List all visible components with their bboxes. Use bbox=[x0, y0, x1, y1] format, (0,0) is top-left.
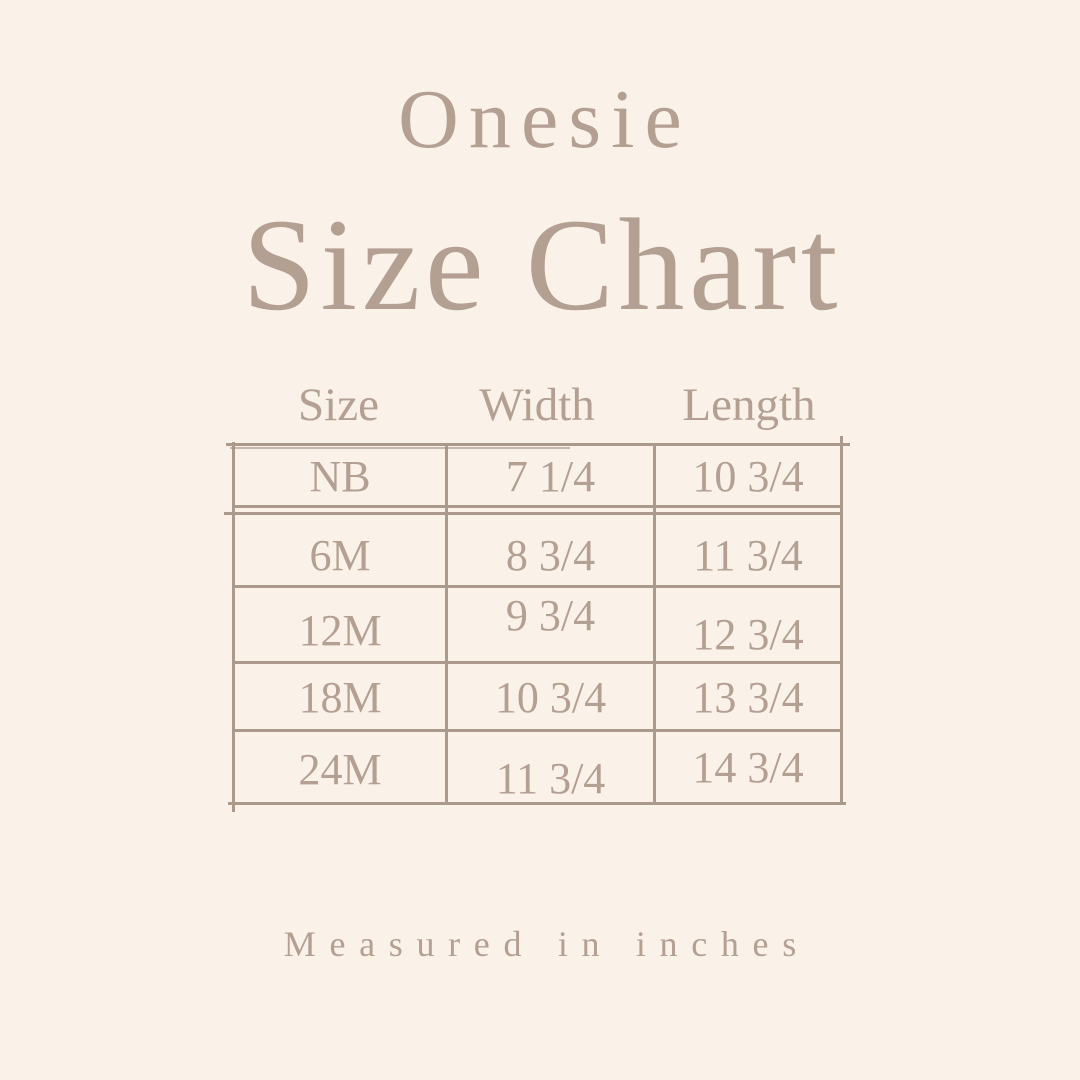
table-column-divider bbox=[445, 443, 448, 805]
page-title: Size Chart bbox=[242, 191, 843, 338]
table-cell-size: 12M bbox=[298, 606, 382, 655]
table-cell-length: 12 3/4 bbox=[692, 610, 804, 659]
column-header-width: Width bbox=[479, 379, 595, 431]
table-border-left bbox=[232, 442, 235, 812]
table-row-divider bbox=[232, 505, 842, 508]
table-cell-width: 8 3/4 bbox=[505, 530, 596, 580]
table-column-headers: Size Width Length bbox=[232, 382, 845, 438]
table-row-divider bbox=[232, 729, 842, 732]
table-cell-width: 9 3/4 bbox=[505, 591, 596, 640]
table-cell-width: 7 1/4 bbox=[505, 452, 596, 501]
size-table: NB 7 1/4 10 3/4 6M 8 3/4 11 3/4 12M 9 3/… bbox=[224, 436, 850, 812]
table-cell-size: 18M bbox=[298, 673, 382, 722]
table-cell-size: 24M bbox=[298, 744, 382, 794]
table-row-divider bbox=[232, 661, 842, 664]
table-border-right bbox=[840, 436, 843, 805]
column-header-length: Length bbox=[682, 379, 816, 431]
table-cell-size: NB bbox=[309, 452, 371, 501]
table-cell-length: 13 3/4 bbox=[692, 673, 804, 722]
table-cell-width: 10 3/4 bbox=[494, 673, 607, 722]
product-title: Onesie bbox=[398, 73, 692, 166]
measurement-note: Measured in inches bbox=[283, 924, 810, 964]
table-border-top bbox=[226, 443, 850, 446]
table-cell-length: 10 3/4 bbox=[692, 452, 804, 501]
table-cell-length: 11 3/4 bbox=[693, 530, 803, 580]
table-border-bottom bbox=[228, 802, 846, 805]
table-cell-size: 6M bbox=[309, 530, 371, 580]
table-row-divider-doublestroke bbox=[224, 512, 843, 515]
table-row-divider bbox=[232, 585, 842, 588]
table-cell-width: 11 3/4 bbox=[495, 753, 606, 803]
table-border-top-doublestroke bbox=[230, 447, 570, 449]
table-cell-length: 14 3/4 bbox=[692, 742, 804, 792]
column-header-size: Size bbox=[298, 379, 379, 431]
table-column-divider bbox=[653, 443, 656, 805]
